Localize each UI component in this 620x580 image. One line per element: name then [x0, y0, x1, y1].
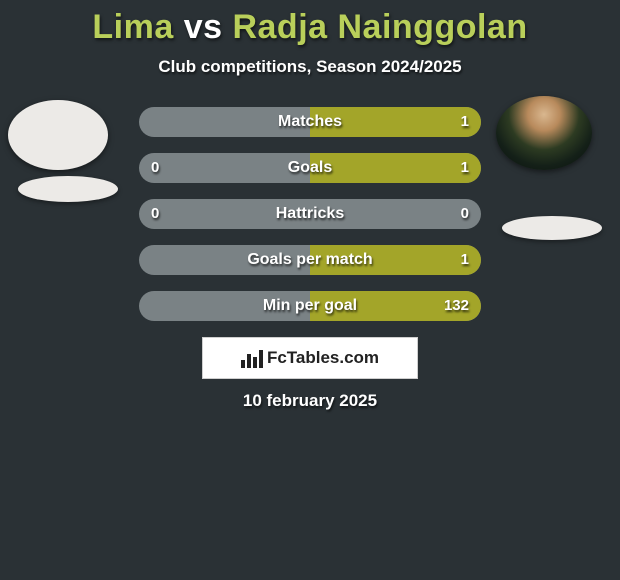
date-label: 10 february 2025 [0, 391, 620, 411]
stat-row: Goals per match1 [139, 245, 481, 275]
stat-value-right: 1 [461, 245, 469, 275]
source-logo: FcTables.com [202, 337, 418, 379]
stat-label: Hattricks [139, 199, 481, 229]
stat-value-left: 0 [151, 153, 159, 183]
stat-row: Goals0 1 [139, 153, 481, 183]
stat-label: Goals per match [139, 245, 481, 275]
stat-row: Matches1 [139, 107, 481, 137]
title-player1: Lima [92, 8, 173, 46]
subtitle: Club competitions, Season 2024/2025 [0, 57, 620, 77]
comparison-card: Lima vs Radja Nainggolan Club competitio… [0, 0, 620, 411]
stat-value-right: 1 [461, 153, 469, 183]
stat-value-right: 1 [461, 107, 469, 137]
page-title: Lima vs Radja Nainggolan [0, 8, 620, 47]
stat-label: Matches [139, 107, 481, 137]
stat-value-left: 0 [151, 199, 159, 229]
logo-text-bold: Fc [267, 348, 287, 367]
title-player2: Radja Nainggolan [232, 8, 527, 46]
logo-text: FcTables.com [267, 348, 379, 368]
stat-row: Hattricks0 0 [139, 199, 481, 229]
stat-rows: Matches1Goals01Hattricks00Goals per matc… [0, 107, 620, 321]
stat-label: Goals [139, 153, 481, 183]
title-vs: vs [184, 8, 223, 46]
stat-row: Min per goal132 [139, 291, 481, 321]
stat-value-right: 132 [444, 291, 469, 321]
bars-icon [241, 348, 263, 368]
logo-text-rest: Tables.com [287, 348, 379, 367]
stat-value-right: 0 [461, 199, 469, 229]
stat-label: Min per goal [139, 291, 481, 321]
